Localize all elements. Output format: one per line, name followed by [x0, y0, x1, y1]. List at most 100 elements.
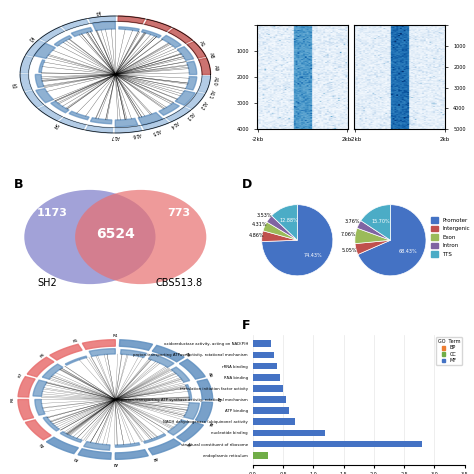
Bar: [253, 407, 289, 414]
Bar: [253, 429, 326, 436]
Text: S2: S2: [28, 34, 36, 41]
Polygon shape: [115, 450, 148, 459]
Text: A3: A3: [112, 461, 118, 465]
Text: 74.43%: 74.43%: [303, 253, 322, 257]
Polygon shape: [177, 422, 203, 442]
Bar: [253, 385, 283, 392]
Polygon shape: [25, 420, 51, 440]
Text: 68.43%: 68.43%: [399, 249, 418, 255]
Text: 3.53%: 3.53%: [257, 213, 273, 218]
Polygon shape: [20, 56, 33, 73]
Polygon shape: [18, 377, 35, 397]
Text: 15.70%: 15.70%: [371, 219, 390, 224]
Bar: [253, 340, 271, 347]
Text: A9: A9: [212, 64, 218, 72]
Text: A17: A17: [110, 134, 120, 139]
Polygon shape: [159, 103, 179, 115]
Text: A10: A10: [212, 76, 218, 86]
Wedge shape: [355, 228, 391, 244]
Text: CBS513.8: CBS513.8: [155, 277, 202, 288]
Polygon shape: [115, 443, 140, 447]
Polygon shape: [65, 111, 89, 124]
Polygon shape: [59, 118, 86, 129]
Polygon shape: [78, 449, 111, 459]
Wedge shape: [272, 205, 297, 240]
Polygon shape: [180, 359, 205, 379]
Text: A1: A1: [39, 441, 46, 447]
Polygon shape: [144, 434, 166, 443]
Bar: [253, 374, 280, 381]
Text: 4.31%: 4.31%: [252, 222, 267, 227]
Polygon shape: [141, 28, 162, 37]
Polygon shape: [84, 442, 110, 450]
Polygon shape: [43, 417, 59, 431]
Polygon shape: [120, 350, 146, 357]
Text: A6: A6: [207, 420, 213, 427]
Polygon shape: [199, 58, 210, 74]
Bar: [253, 441, 422, 447]
Polygon shape: [46, 437, 78, 454]
Legend: BP, CC, MF: BP, CC, MF: [436, 337, 462, 365]
Polygon shape: [20, 74, 32, 91]
Text: A15: A15: [151, 127, 162, 135]
Polygon shape: [119, 24, 141, 31]
Polygon shape: [40, 27, 64, 42]
Text: 773: 773: [167, 208, 191, 218]
Wedge shape: [262, 205, 333, 276]
Polygon shape: [30, 74, 44, 88]
Text: A13: A13: [185, 110, 195, 121]
Polygon shape: [33, 380, 47, 396]
Text: 5.05%: 5.05%: [341, 248, 357, 254]
Text: S3: S3: [10, 82, 18, 87]
Polygon shape: [171, 367, 190, 382]
Polygon shape: [198, 76, 210, 92]
Polygon shape: [115, 118, 136, 121]
Polygon shape: [168, 28, 192, 43]
Polygon shape: [152, 346, 184, 362]
Wedge shape: [358, 205, 426, 276]
Text: R8: R8: [10, 397, 15, 402]
Polygon shape: [42, 364, 63, 379]
Bar: [253, 352, 274, 358]
Text: A12: A12: [198, 100, 207, 111]
Polygon shape: [36, 89, 54, 102]
Text: SH2: SH2: [38, 277, 57, 288]
Legend: Promoter, Intergenic, Exon, Intron, TTS: Promoter, Intergenic, Exon, Intron, TTS: [429, 215, 472, 259]
Polygon shape: [187, 62, 192, 74]
Polygon shape: [89, 16, 115, 23]
Text: A9: A9: [184, 352, 191, 358]
Ellipse shape: [24, 190, 155, 284]
Text: A4: A4: [151, 455, 158, 461]
Text: A8: A8: [207, 372, 213, 379]
Polygon shape: [119, 340, 153, 350]
Polygon shape: [60, 432, 82, 442]
Wedge shape: [267, 216, 297, 240]
Text: 12.88%: 12.88%: [280, 218, 298, 223]
Ellipse shape: [75, 190, 206, 284]
Polygon shape: [168, 420, 189, 435]
Text: A14: A14: [169, 119, 180, 129]
Polygon shape: [65, 356, 87, 365]
Polygon shape: [18, 400, 34, 420]
Text: A2: A2: [73, 455, 79, 461]
Text: D: D: [242, 179, 253, 191]
Text: A8: A8: [208, 52, 214, 59]
Polygon shape: [148, 439, 181, 455]
Text: R6: R6: [39, 352, 46, 358]
Text: A11: A11: [207, 88, 215, 99]
Polygon shape: [145, 19, 171, 31]
Text: A5: A5: [184, 441, 191, 447]
Polygon shape: [138, 112, 160, 122]
Polygon shape: [185, 92, 205, 109]
Polygon shape: [26, 40, 45, 56]
Polygon shape: [50, 344, 82, 360]
Text: A16: A16: [131, 131, 141, 138]
Text: A7: A7: [216, 397, 220, 402]
Bar: [253, 419, 295, 425]
Text: B: B: [14, 179, 23, 191]
Text: S4: S4: [51, 121, 59, 129]
Wedge shape: [361, 205, 391, 240]
Polygon shape: [82, 340, 115, 349]
Polygon shape: [118, 16, 145, 24]
Wedge shape: [263, 222, 297, 240]
